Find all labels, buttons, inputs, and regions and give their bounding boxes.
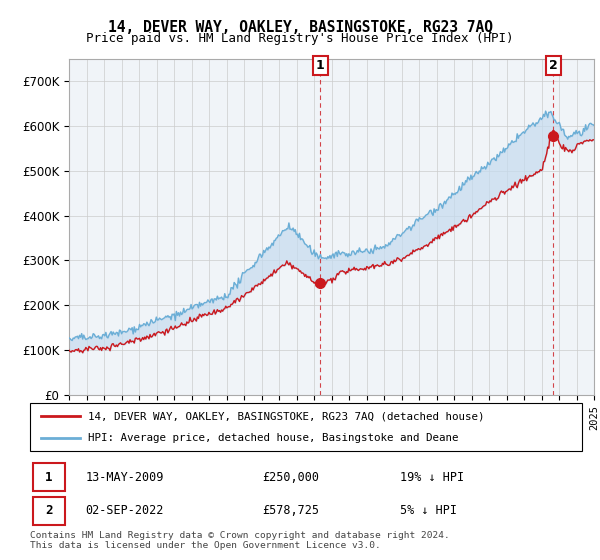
FancyBboxPatch shape [33,497,65,525]
Text: Price paid vs. HM Land Registry's House Price Index (HPI): Price paid vs. HM Land Registry's House … [86,32,514,45]
Text: 14, DEVER WAY, OAKLEY, BASINGSTOKE, RG23 7AQ: 14, DEVER WAY, OAKLEY, BASINGSTOKE, RG23… [107,20,493,35]
Text: £578,725: £578,725 [262,504,319,517]
FancyBboxPatch shape [30,403,582,451]
FancyBboxPatch shape [33,463,65,491]
Text: 2: 2 [549,59,557,72]
Text: 13-MAY-2009: 13-MAY-2009 [85,470,164,484]
Text: 02-SEP-2022: 02-SEP-2022 [85,504,164,517]
Text: 1: 1 [316,59,325,72]
Text: 14, DEVER WAY, OAKLEY, BASINGSTOKE, RG23 7AQ (detached house): 14, DEVER WAY, OAKLEY, BASINGSTOKE, RG23… [88,411,484,421]
Text: £250,000: £250,000 [262,470,319,484]
Text: 5% ↓ HPI: 5% ↓ HPI [400,504,457,517]
Text: HPI: Average price, detached house, Basingstoke and Deane: HPI: Average price, detached house, Basi… [88,433,458,443]
Text: 2: 2 [45,504,53,517]
Text: Contains HM Land Registry data © Crown copyright and database right 2024.
This d: Contains HM Land Registry data © Crown c… [30,531,450,550]
Text: 19% ↓ HPI: 19% ↓ HPI [400,470,464,484]
Text: 1: 1 [45,470,53,484]
